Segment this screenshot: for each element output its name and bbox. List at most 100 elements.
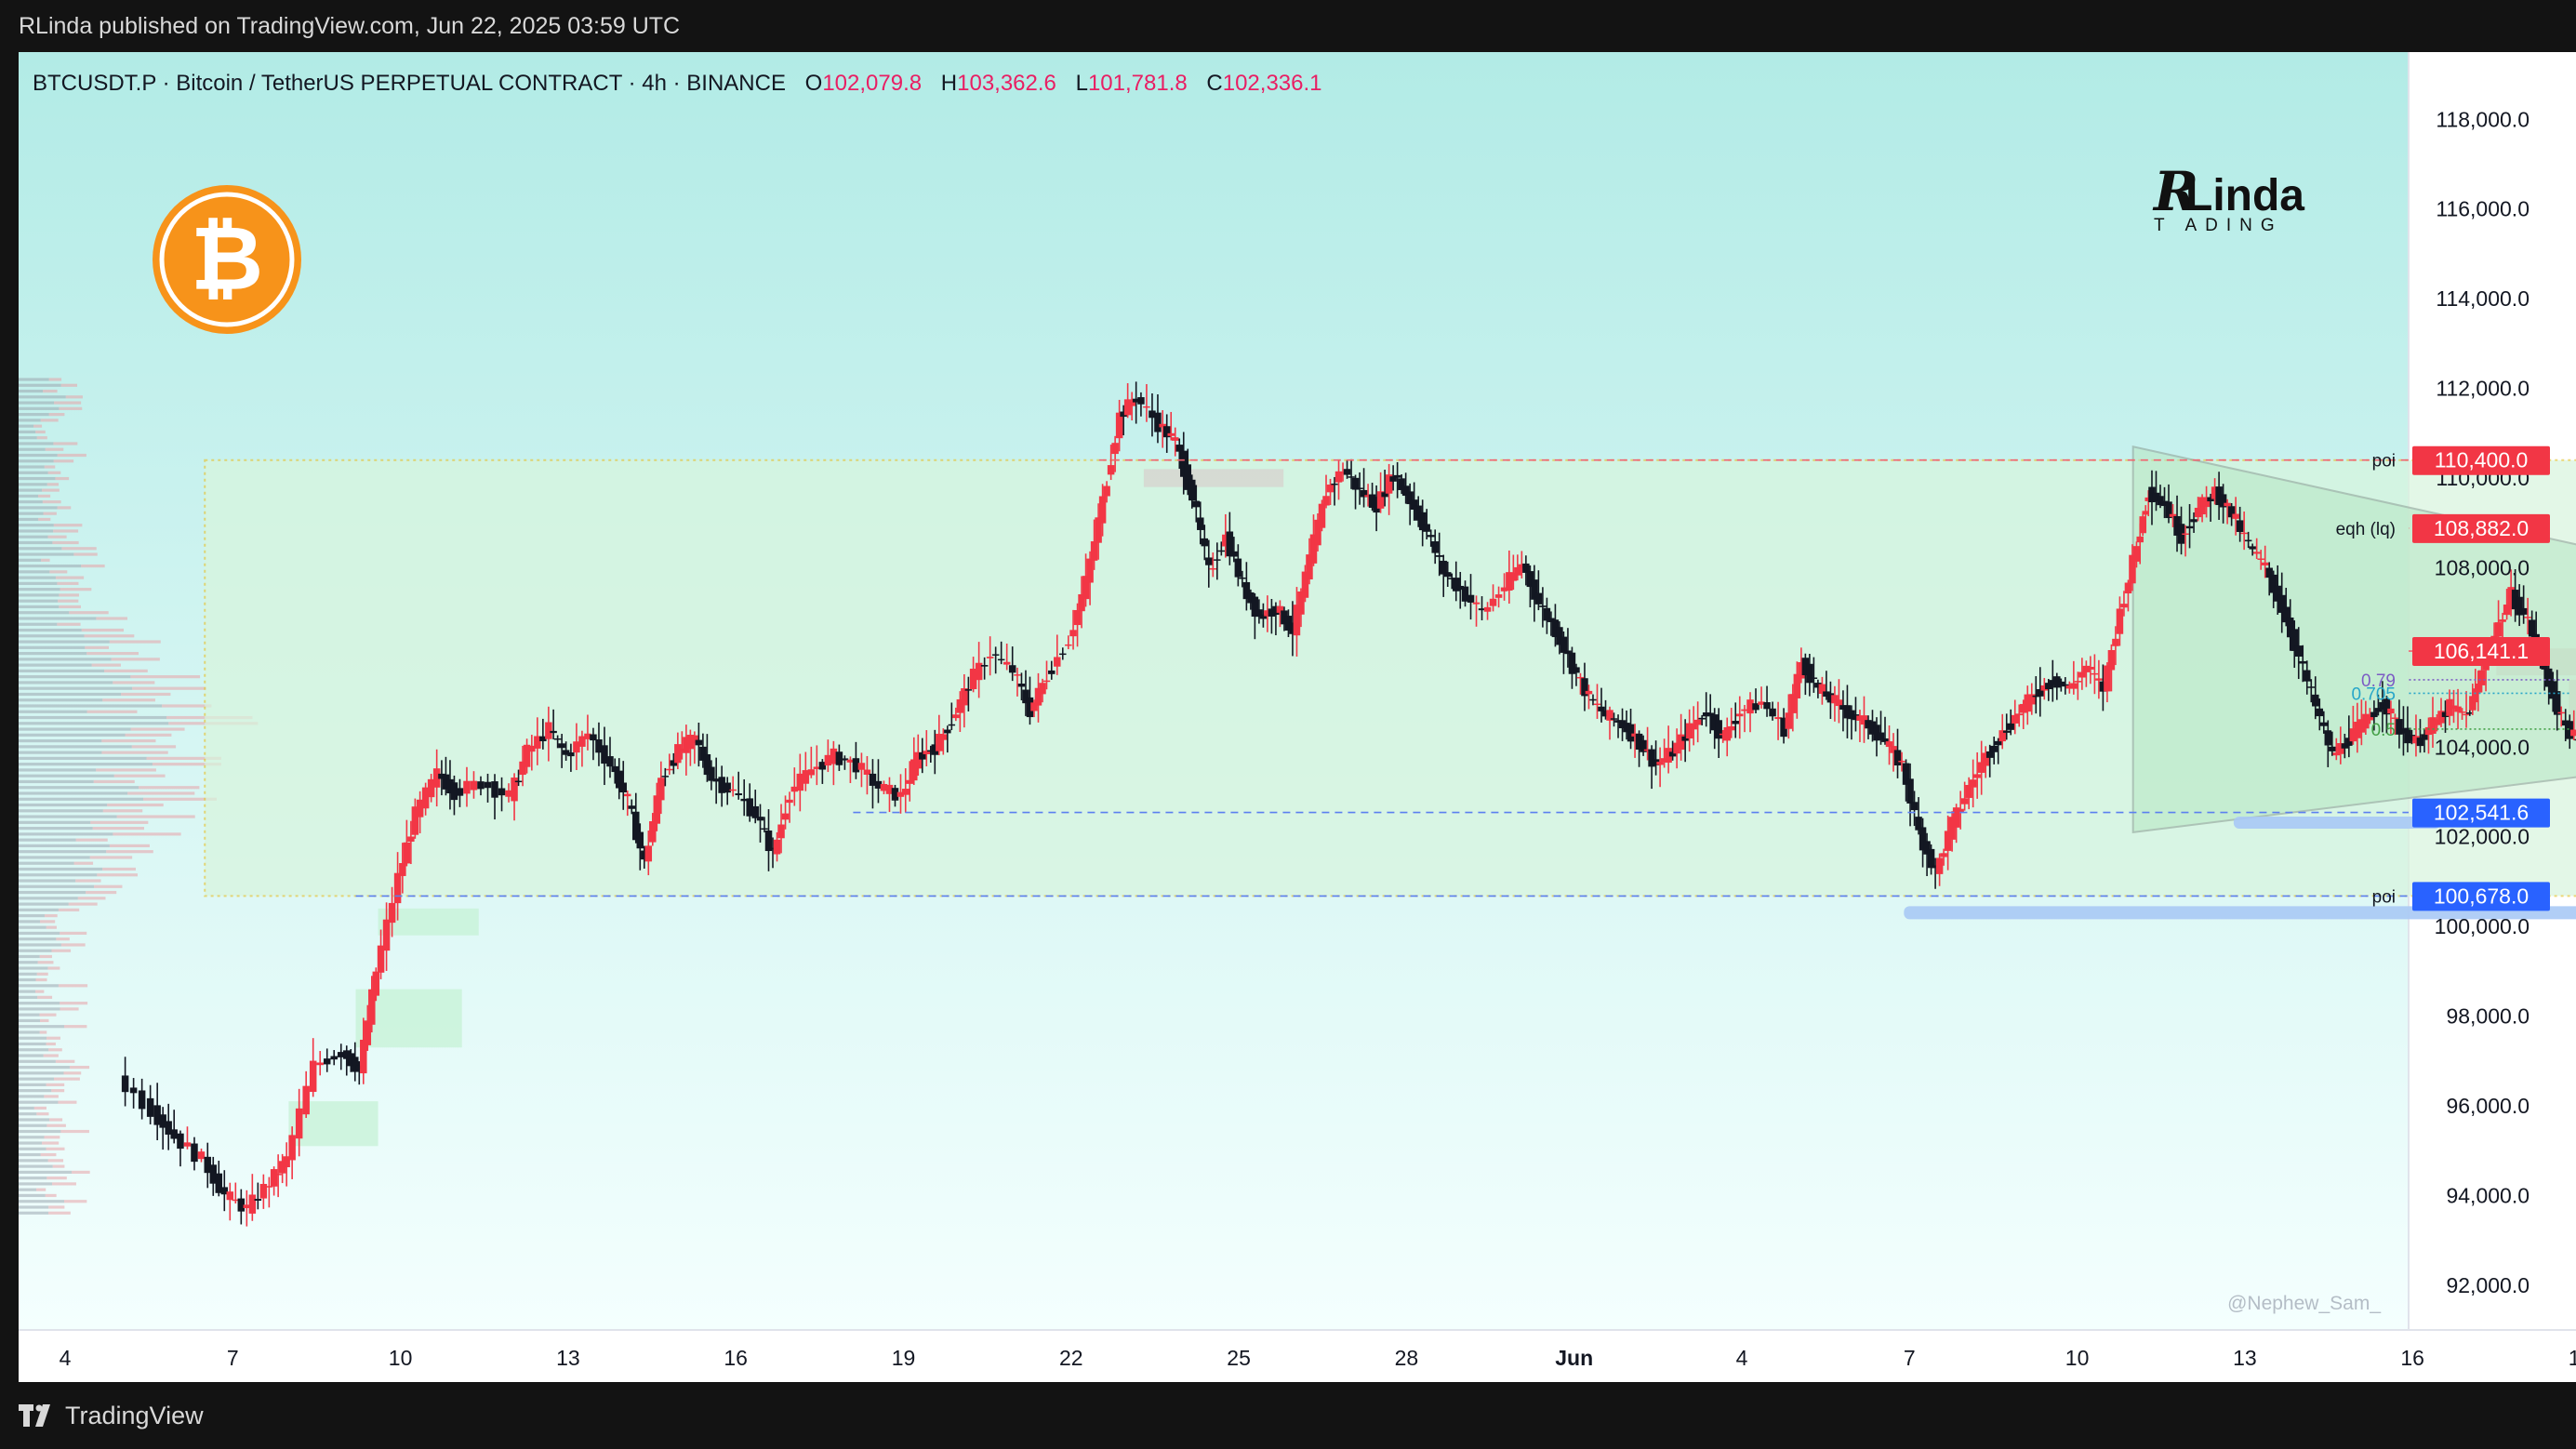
candle-body (2227, 506, 2236, 518)
close-value: 102,336.1 (1223, 71, 1322, 96)
candle-body (2307, 686, 2316, 688)
volume-bar (109, 640, 161, 644)
candle-body (295, 1108, 303, 1139)
candle-body (528, 745, 536, 752)
volume-bar (19, 611, 70, 615)
volume-bar (19, 1211, 49, 1215)
volume-bar (59, 605, 81, 609)
volume-bar (19, 1193, 46, 1198)
candle-body (2232, 513, 2239, 519)
candle-body (2104, 665, 2111, 692)
volume-bar (73, 552, 98, 556)
candle-body (1247, 592, 1255, 604)
volume-bar (47, 471, 61, 474)
time-axis[interactable] (19, 1330, 2576, 1382)
volume-bar (19, 547, 62, 551)
candle-body (2211, 486, 2219, 499)
candle-body (1506, 572, 1513, 592)
candle-body (1272, 605, 1280, 616)
candle-body (1518, 564, 1526, 568)
volume-bar (38, 494, 51, 498)
candle-body (1514, 566, 1521, 576)
candle-body (824, 754, 832, 766)
volume-bar (43, 1054, 59, 1057)
tradingview-logo[interactable]: TradingView (19, 1397, 204, 1434)
volume-bar (48, 1211, 71, 1215)
candle-body (1774, 717, 1782, 720)
volume-bar (19, 675, 131, 679)
candle-body (644, 845, 653, 862)
candle-body (1681, 736, 1689, 741)
candle-body (2458, 711, 2466, 713)
candle-body (1673, 742, 1680, 754)
x-tick-label: 4 (60, 1346, 72, 1370)
candle-body (1564, 650, 1572, 655)
volume-bar (19, 815, 117, 818)
candle-body (1489, 598, 1497, 606)
candle-body (2549, 681, 2556, 699)
candle-body (1614, 720, 1622, 723)
volume-bar (19, 949, 52, 952)
volume-bar (19, 669, 105, 672)
volume-bar (34, 990, 45, 993)
candle-body (1660, 758, 1668, 763)
volume-bar (55, 576, 85, 579)
symbol-line: BTCUSDT.P · Bitcoin / TetherUS PERPETUAL… (33, 71, 786, 96)
candle-body (1326, 485, 1334, 493)
volume-bar (19, 389, 44, 393)
volume-bar (19, 820, 91, 824)
candle-body (288, 1135, 296, 1161)
y-tick-label: 100,000.0 (2435, 914, 2530, 938)
candle-body (695, 739, 703, 746)
volume-bar (19, 1164, 53, 1168)
volume-bar (19, 745, 132, 749)
level-annotation: 0.5 (2371, 721, 2396, 740)
candle-body (1793, 673, 1801, 698)
candle-body (2185, 525, 2194, 529)
candle-body (2142, 511, 2149, 515)
volume-bar (36, 972, 48, 976)
candle-body (952, 714, 960, 719)
candle-body (562, 750, 570, 755)
candle-body (2391, 717, 2399, 719)
candle-body (2466, 712, 2474, 714)
candle-body (1534, 592, 1543, 605)
candle-body (2045, 683, 2052, 690)
candle-body (1598, 706, 1605, 711)
candle-body (2566, 721, 2573, 739)
candle-body (1180, 450, 1188, 477)
volume-bar (48, 378, 62, 381)
volume-bar (43, 512, 57, 515)
volume-bar (52, 1164, 65, 1168)
candle-body (2173, 515, 2181, 536)
candle-body (914, 751, 923, 769)
volume-bar (69, 1065, 90, 1070)
candle-body (2074, 681, 2082, 683)
candle-body (2366, 715, 2374, 721)
candle-body (1581, 678, 1588, 697)
candle-body (1276, 605, 1284, 613)
volume-bar (19, 651, 87, 656)
volume-bar (102, 809, 143, 813)
candle-body (1414, 505, 1422, 521)
candle-body (2399, 728, 2408, 734)
candle-body (177, 1133, 184, 1150)
candle-body (835, 751, 843, 765)
candle-body (666, 768, 673, 771)
candle-body (2519, 607, 2528, 615)
volume-bar (86, 890, 117, 895)
candle-body (2112, 638, 2119, 646)
candle-body (1627, 724, 1635, 742)
candle-body (1856, 715, 1864, 721)
candle-body (1990, 745, 1998, 752)
candle-body (1648, 749, 1655, 767)
candle-body (2507, 587, 2515, 610)
candle-body (1293, 605, 1301, 636)
candle-body (1893, 750, 1902, 766)
volume-bar (19, 658, 112, 661)
candle-body (121, 1075, 129, 1093)
candle-body (1706, 712, 1714, 716)
svg-text:₿: ₿ (191, 206, 263, 311)
candle-body (590, 734, 597, 741)
